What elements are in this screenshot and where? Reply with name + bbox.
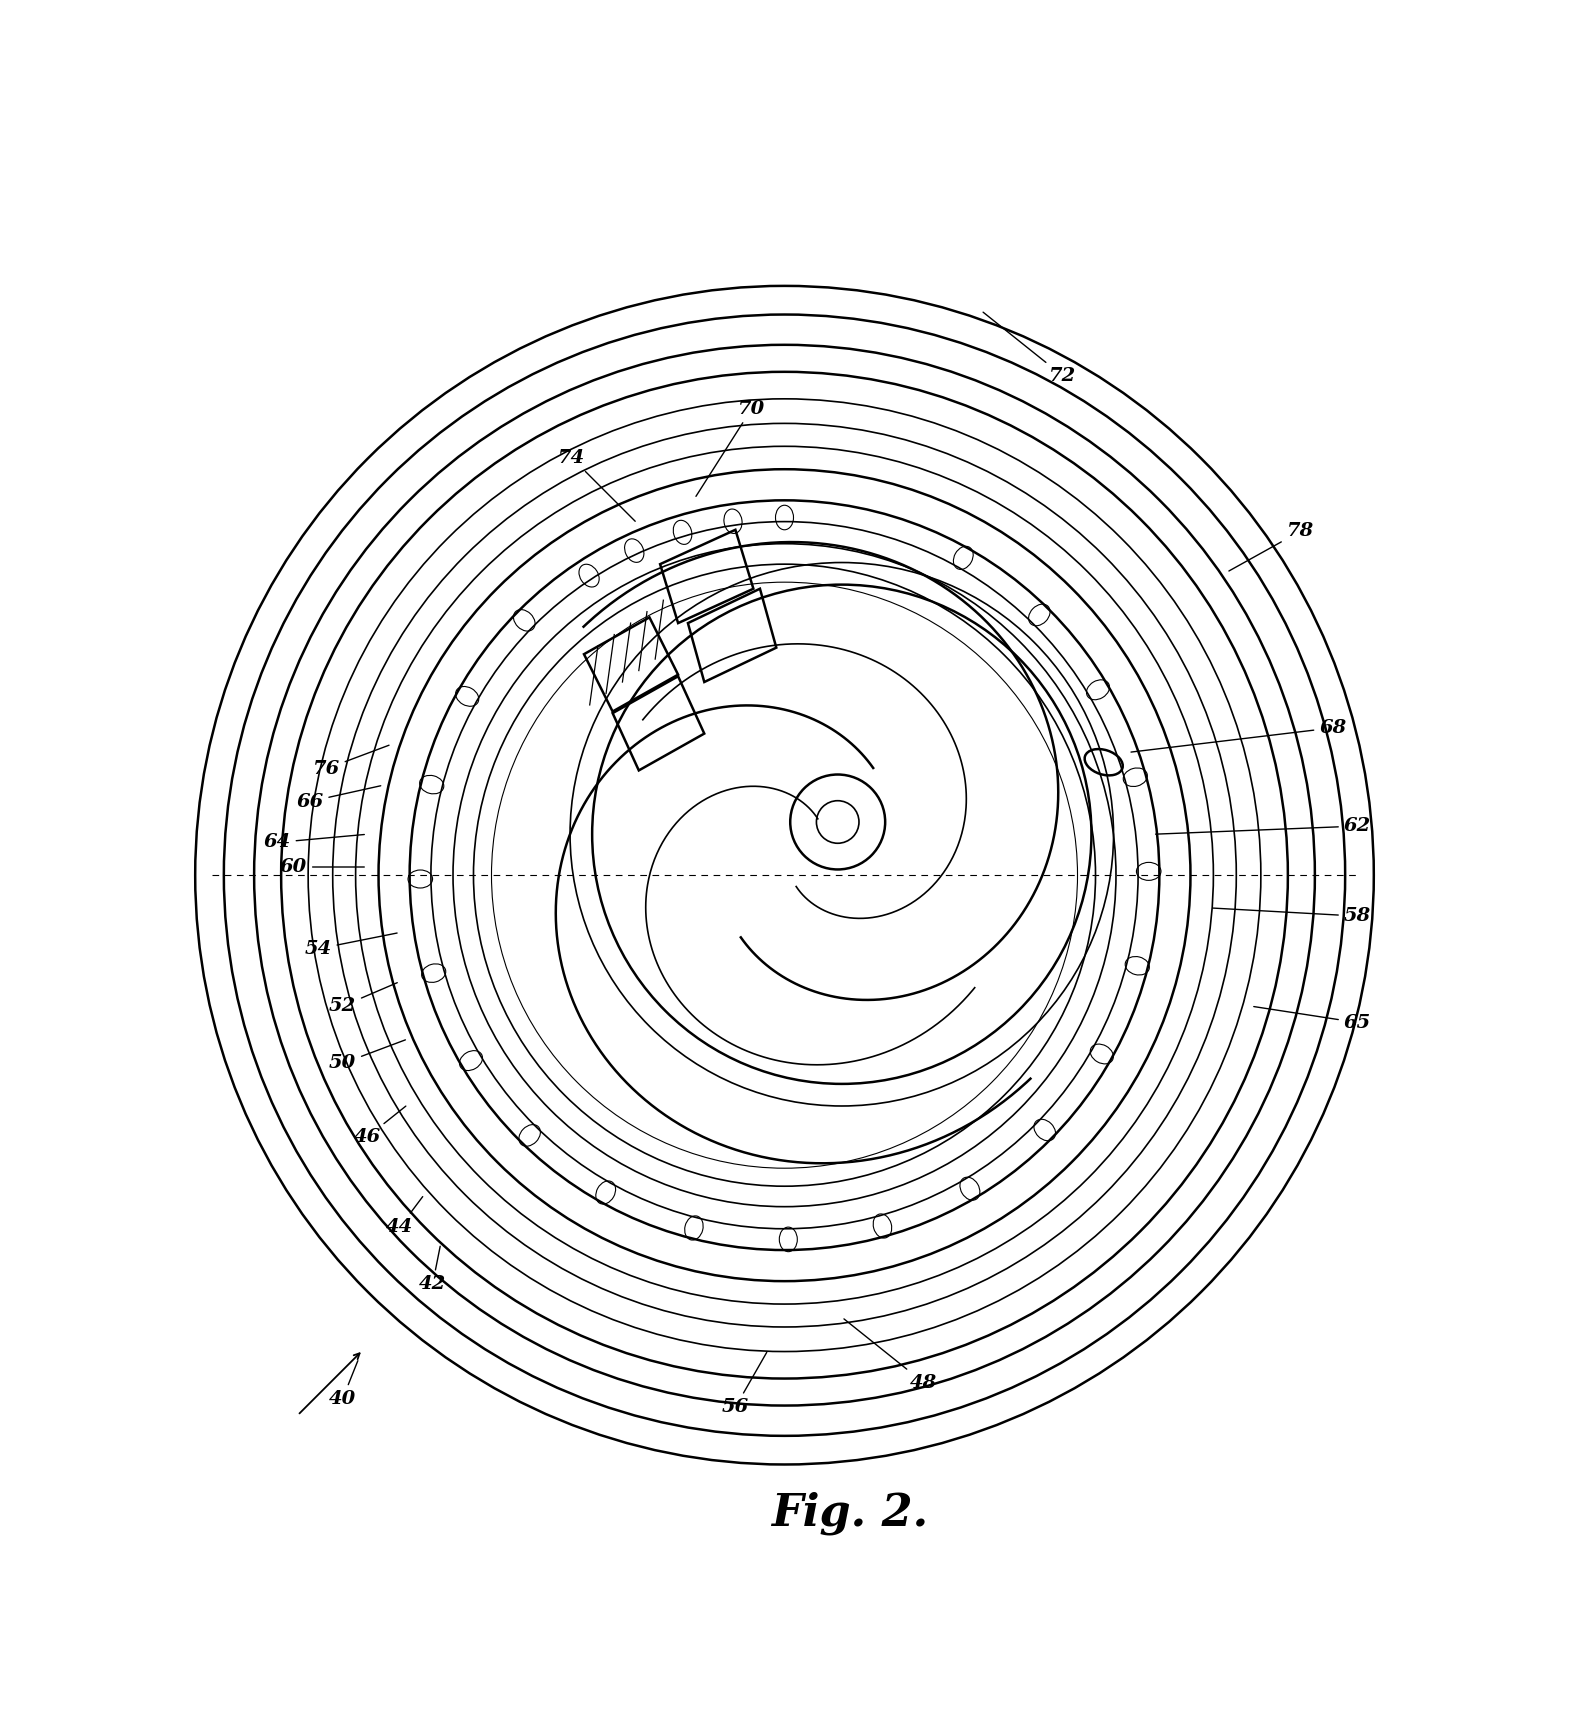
Text: 62: 62 xyxy=(1156,817,1371,836)
Text: Fig. 2.: Fig. 2. xyxy=(772,1491,929,1535)
Text: 54: 54 xyxy=(304,933,397,957)
Text: 50: 50 xyxy=(329,1040,405,1072)
Text: 68: 68 xyxy=(1131,720,1346,753)
Text: 48: 48 xyxy=(844,1320,937,1392)
Text: 52: 52 xyxy=(329,983,397,1014)
Text: 64: 64 xyxy=(264,834,364,851)
Text: 66: 66 xyxy=(297,786,381,810)
Text: 70: 70 xyxy=(697,399,766,496)
Text: 76: 76 xyxy=(312,746,389,779)
Text: 56: 56 xyxy=(722,1353,767,1417)
Text: 60: 60 xyxy=(279,858,364,876)
Text: 74: 74 xyxy=(559,449,635,522)
Text: 46: 46 xyxy=(353,1106,406,1146)
Text: 42: 42 xyxy=(419,1247,446,1294)
Text: 40: 40 xyxy=(329,1361,358,1408)
Text: 78: 78 xyxy=(1229,522,1313,570)
Text: 72: 72 xyxy=(984,312,1076,385)
Text: 65: 65 xyxy=(1254,1006,1371,1032)
Text: 58: 58 xyxy=(1213,907,1371,926)
Text: 44: 44 xyxy=(386,1196,422,1236)
